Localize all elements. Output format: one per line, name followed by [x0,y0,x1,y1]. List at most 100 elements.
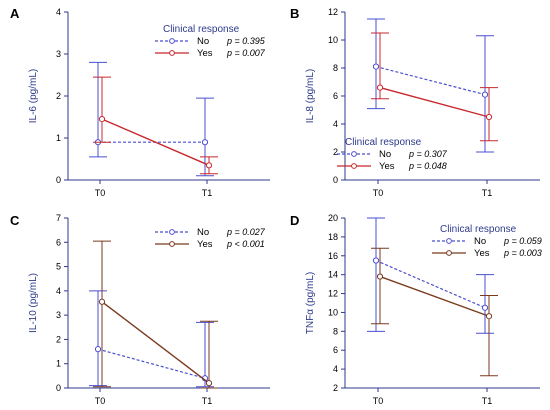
data-point [485,113,493,121]
data-point [98,298,106,305]
x-tick-label: T0 [95,188,106,198]
series-no [367,217,494,334]
x-tick-label: T1 [482,188,493,198]
legend-p-value: p = 0.059 [503,236,542,246]
y-tick-label: 6 [333,345,338,355]
series-line [101,118,210,166]
y-tick-label: 3 [56,310,61,320]
y-axis-title: IL-10 (pg/mL) [28,273,39,333]
series-line [379,86,490,118]
y-tick-label: 6 [333,91,338,101]
y-axis-title: IL-6 (pg/mL) [28,69,39,123]
y-tick-label: 4 [56,286,61,296]
legend-marker [446,250,452,256]
legend-marker [169,38,175,44]
legend-entry-yes: Yes [474,248,490,259]
panel-letter: A [10,6,20,21]
data-point [205,162,213,169]
y-tick-label: 8 [333,326,338,336]
legend-entry-yes: Yes [197,239,213,250]
series-yes [93,76,218,175]
legend-p-value: p = 0.307 [408,149,448,159]
legend-p-value: p < 0.001 [226,239,265,249]
legend-marker [169,229,175,235]
y-tick-label: 0 [56,383,61,393]
data-point [372,63,380,70]
legend-p-value: p = 0.003 [503,248,542,258]
x-tick-label: T1 [202,396,213,406]
series-no [367,18,494,153]
y-axis-title: IL-8 (pg/mL) [305,69,316,123]
data-point [485,313,493,320]
y-tick-label: 12 [328,7,338,17]
y-tick-label: 5 [56,262,61,272]
legend-title: Clinical response [345,137,422,148]
legend-entry-yes: Yes [379,161,395,172]
series-line [375,66,486,96]
data-point [205,380,213,387]
data-point [481,91,489,98]
legend-marker [351,151,357,157]
series-no [89,290,214,388]
y-tick-label: 10 [328,307,338,317]
x-tick-label: T0 [95,396,106,406]
x-tick-label: T0 [373,188,384,198]
legend-entry-no: No [197,36,209,47]
y-tick-label: 0 [56,175,61,185]
legend-entry-no: No [197,227,209,238]
series-yes [371,247,498,377]
y-tick-label: 2 [56,334,61,344]
legend-marker [351,163,357,169]
data-point [481,304,489,311]
y-tick-label: 10 [328,35,338,45]
x-tick-label: T1 [482,396,493,406]
data-point [376,84,384,91]
y-tick-label: 1 [56,133,61,143]
panel-letter: C [10,213,20,228]
panel-a: A 0 1 2 3 4 IL-6 (pg/mL) T0 T1 Clinical responseN… [10,6,270,198]
data-point [201,139,209,146]
y-tick-label: 18 [328,232,338,242]
y-tick-label: 2 [333,147,338,157]
x-tick-label: T1 [202,188,213,198]
series-line [101,301,210,384]
legend-p-value: p = 0.048 [408,161,447,171]
y-tick-label: 1 [56,359,61,369]
y-tick-label: 7 [56,213,61,223]
legend-p-value: p = 0.027 [226,227,266,237]
legend-marker [446,238,452,244]
data-point [98,116,106,123]
legend: No p = 0.027 Yes p < 0.001 [155,227,266,250]
y-tick-label: 2 [56,91,61,101]
y-tick-label: 16 [328,251,338,261]
series-line [375,259,486,309]
y-tick-label: 12 [328,289,338,299]
data-point [372,257,380,264]
series-yes [371,32,498,142]
data-point [376,273,384,280]
x-tick-label: T0 [373,396,384,406]
legend-p-value: p = 0.395 [226,36,266,46]
legend-entry-yes: Yes [197,48,213,59]
legend-marker [169,241,175,247]
data-point [94,346,102,353]
y-tick-label: 3 [56,49,61,59]
panel-letter: B [290,6,299,21]
y-tick-label: 14 [328,270,338,280]
panel-d: D 2 4 6 8 10 12 14 16 18 20 TNFα (pg/mL) T0 T1 Clinica… [290,213,542,406]
legend-marker [169,50,175,56]
series-line [379,275,490,317]
y-tick-label: 4 [56,7,61,17]
panel-b: B 0 2 4 6 8 10 12 IL-8 (pg/mL) T0 T1 Clinical respo… [290,6,540,198]
y-tick-label: 4 [333,364,338,374]
y-tick-label: 8 [333,63,338,73]
legend-entry-no: No [474,236,486,247]
y-tick-label: 6 [56,237,61,247]
legend-title: Clinical response [163,24,240,35]
y-axis-title: TNFα (pg/mL) [305,272,316,334]
legend-title: Clinical response [440,224,517,235]
y-tick-label: 20 [328,213,338,223]
